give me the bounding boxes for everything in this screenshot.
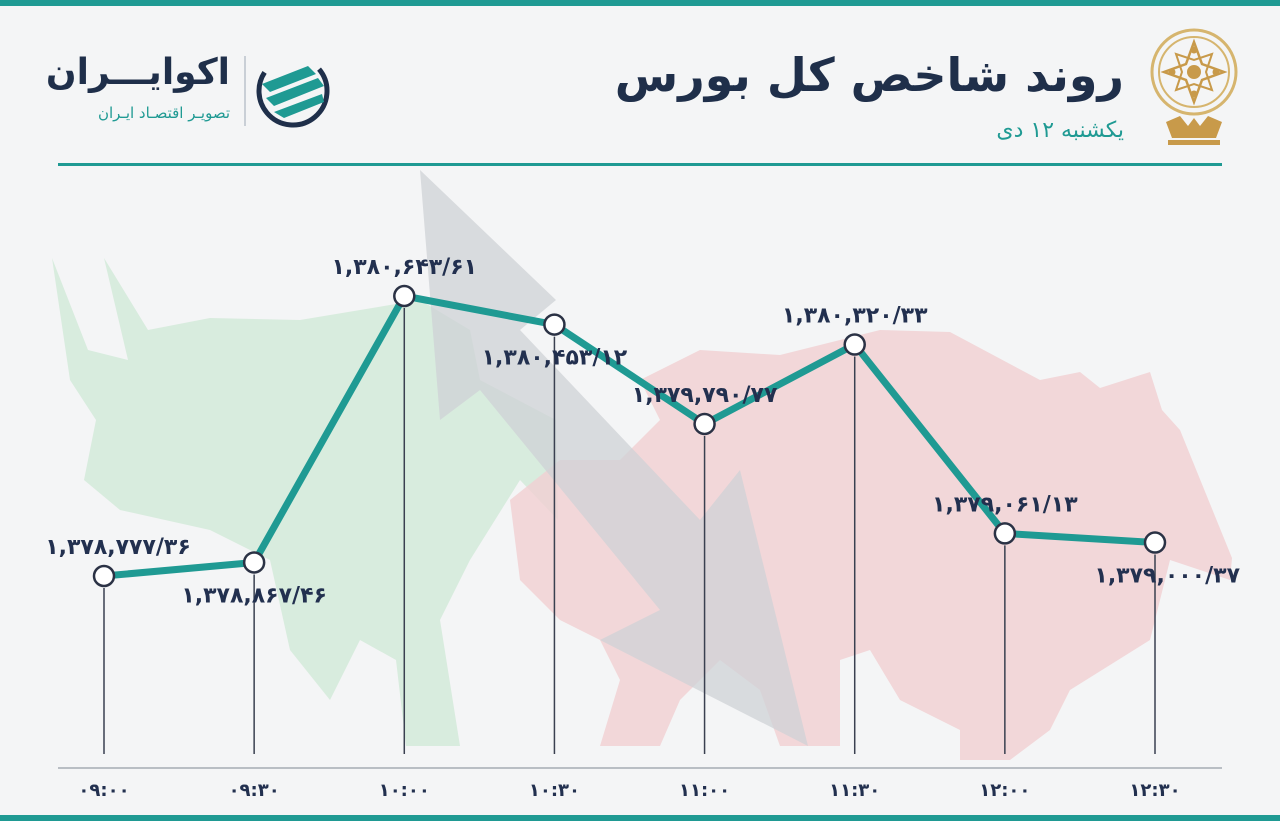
data-points <box>92 284 1167 588</box>
page-title: روند شاخص کل بورس <box>614 48 1124 102</box>
x-tick-label-7: ۱۲:۳۰ <box>1129 780 1180 801</box>
value-label-4: ۱,۳۷۹,۷۹۰/۷۷ <box>632 383 778 408</box>
x-tick-label-1: ۰۹:۳۰ <box>229 780 280 801</box>
background-illustration <box>52 170 1232 760</box>
ecoiran-logo-icon <box>256 54 330 128</box>
data-point-6 <box>993 522 1017 545</box>
bottom-accent-strip <box>0 815 1280 821</box>
top-accent-strip <box>0 0 1280 6</box>
brand-tagline: تصویـر اقتصـاد ایـران <box>97 104 230 122</box>
data-point-7 <box>1143 531 1167 554</box>
value-label-5: ۱,۳۸۰,۳۲۰/۳۳ <box>782 304 928 329</box>
brand-name: اکوایـــران <box>45 52 230 93</box>
data-point-0 <box>92 564 116 588</box>
x-tick-labels: ۰۹:۰۰ ۰۹:۳۰ ۱۰:۰۰ ۱۰:۳۰ ۱۱:۰۰ ۱۱:۳۰ ۱۲:۰۰ ۱۲:۳۰ <box>78 780 1180 801</box>
value-label-2: ۱,۳۸۰,۶۴۳/۶۱ <box>331 255 477 280</box>
x-tick-label-3: ۱۰:۳۰ <box>529 780 580 801</box>
data-point-3 <box>543 313 566 336</box>
value-label-3: ۱,۳۸۰,۴۵۳/۱۲ <box>482 346 628 371</box>
page-subtitle-date: یکشنبه ۱۲ دی <box>996 118 1124 143</box>
data-point-5 <box>843 333 866 356</box>
value-label-1: ۱,۳۷۸,۸۶۷/۴۶ <box>181 583 327 608</box>
brand-divider <box>244 56 246 126</box>
value-label-0: ۱,۳۷۸,۷۷۷/۳۶ <box>45 535 191 560</box>
value-label-7: ۱,۳۷۹,۰۰۰/۳۷ <box>1094 564 1240 589</box>
x-tick-label-2: ۱۰:۰۰ <box>379 780 430 801</box>
x-tick-label-6: ۱۲:۰۰ <box>979 780 1030 801</box>
x-tick-label-5: ۱۱:۳۰ <box>829 780 880 801</box>
series-line <box>100 292 1159 580</box>
value-labels: ۱,۳۷۸,۷۷۷/۳۶ ۱,۳۷۸,۸۶۷/۴۶ ۱,۳۸۰,۶۴۳/۶۱ ۱,۳۸… <box>45 255 1240 608</box>
x-tick-label-0: ۰۹:۰۰ <box>78 780 129 801</box>
tehran-stock-exchange-emblem-icon <box>1150 28 1238 145</box>
value-label-6: ۱,۳۷۹,۰۶۱/۱۳ <box>932 492 1078 517</box>
guide-lines <box>103 308 1156 754</box>
header-divider-line <box>58 163 1222 166</box>
data-point-2 <box>393 284 416 308</box>
x-tick-label-4: ۱۱:۰۰ <box>679 780 730 801</box>
bull-silhouette-icon <box>52 258 558 746</box>
data-point-4 <box>693 412 716 436</box>
data-point-1 <box>242 551 266 574</box>
